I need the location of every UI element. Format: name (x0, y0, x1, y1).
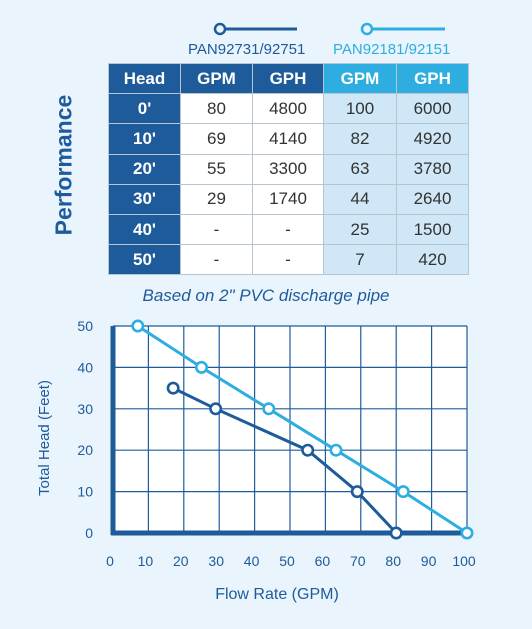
x-tick-label: 50 (279, 553, 295, 569)
table-cell: 100 (323, 93, 397, 125)
table-row: 50' - - 7 420 (108, 244, 469, 276)
y-tick-label: 10 (77, 484, 93, 500)
table-cell: 3780 (396, 153, 469, 185)
data-point (131, 319, 145, 333)
table-cell: - (180, 213, 253, 246)
data-point (350, 485, 364, 499)
data-point (262, 402, 276, 416)
row-head-cell: 20' (108, 153, 181, 185)
x-tick-label: 90 (421, 553, 437, 569)
x-tick-label: 0 (106, 553, 114, 569)
y-tick-label: 50 (77, 318, 93, 334)
header-gph-b: GPH (396, 62, 469, 95)
table-cell: 44 (323, 183, 397, 215)
data-point (329, 443, 343, 457)
legend-label-a: PAN92731/92751 (188, 41, 306, 58)
y-axis-label: Total Head (Feet) (36, 380, 53, 496)
table-cell: 7 (323, 244, 397, 276)
table-row: 40' - - 25 1500 (108, 213, 469, 246)
table-cell: 63 (323, 153, 397, 185)
table-cell: 55 (180, 153, 253, 185)
row-head-cell: 50' (108, 244, 181, 276)
legend-line-a (213, 22, 297, 36)
header-gpm-b: GPM (323, 62, 397, 95)
x-tick-label: 70 (350, 553, 366, 569)
legend-label-b: PAN92181/92151 (333, 41, 451, 58)
table-cell: 29 (180, 183, 253, 215)
table-cell: - (252, 244, 324, 276)
row-head-cell: 40' (108, 213, 181, 246)
table-row: 30' 29 1740 44 2640 (108, 183, 469, 215)
data-point (195, 360, 209, 374)
table-cell: 6000 (396, 93, 469, 125)
discharge-pipe-note: Based on 2" PVC discharge pipe (142, 286, 390, 305)
y-tick-label: 0 (85, 525, 93, 541)
data-point (301, 443, 315, 457)
table-cell: 82 (323, 123, 397, 155)
table-cell: 80 (180, 93, 253, 125)
row-head-cell: 10' (108, 123, 181, 155)
header-head: Head (108, 62, 181, 95)
legend-line-b (360, 22, 445, 36)
table-cell: - (180, 244, 253, 276)
legend-series-a: PAN92731/92751 (180, 18, 320, 58)
row-head-cell: 30' (108, 183, 181, 215)
data-point (396, 485, 410, 499)
x-tick-label: 40 (244, 553, 260, 569)
legend-series-b: PAN92181/92151 (330, 18, 475, 58)
data-point (389, 526, 403, 540)
y-tick-label: 20 (77, 442, 93, 458)
performance-table: Head GPM GPH GPM GPH 0' 80 4800 100 6000… (108, 62, 469, 276)
data-point (209, 402, 223, 416)
table-cell: 4800 (252, 93, 324, 125)
header-gpm-a: GPM (180, 62, 253, 95)
series-line-2 (136, 324, 468, 535)
data-point (166, 381, 180, 395)
table-cell: 69 (180, 123, 253, 155)
x-tick-label: 10 (138, 553, 154, 569)
x-tick-label: 20 (173, 553, 189, 569)
x-axis-label: Flow Rate (GPM) (215, 586, 339, 603)
y-tick-label: 30 (77, 401, 93, 417)
x-tick-label: 60 (315, 553, 331, 569)
x-tick-label: 80 (385, 553, 401, 569)
y-tick-label: 40 (77, 359, 93, 375)
table-header-row: Head GPM GPH GPM GPH (108, 62, 469, 95)
table-cell: 420 (396, 244, 469, 276)
header-gph-a: GPH (252, 62, 324, 95)
table-cell: 25 (323, 213, 397, 246)
table-cell: 2640 (396, 183, 469, 215)
data-point (460, 526, 474, 540)
x-tick-label: 100 (452, 553, 476, 569)
table-cell: - (252, 213, 324, 246)
x-tick-label: 30 (208, 553, 224, 569)
table-cell: 4920 (396, 123, 469, 155)
table-row: 20' 55 3300 63 3780 (108, 153, 469, 185)
